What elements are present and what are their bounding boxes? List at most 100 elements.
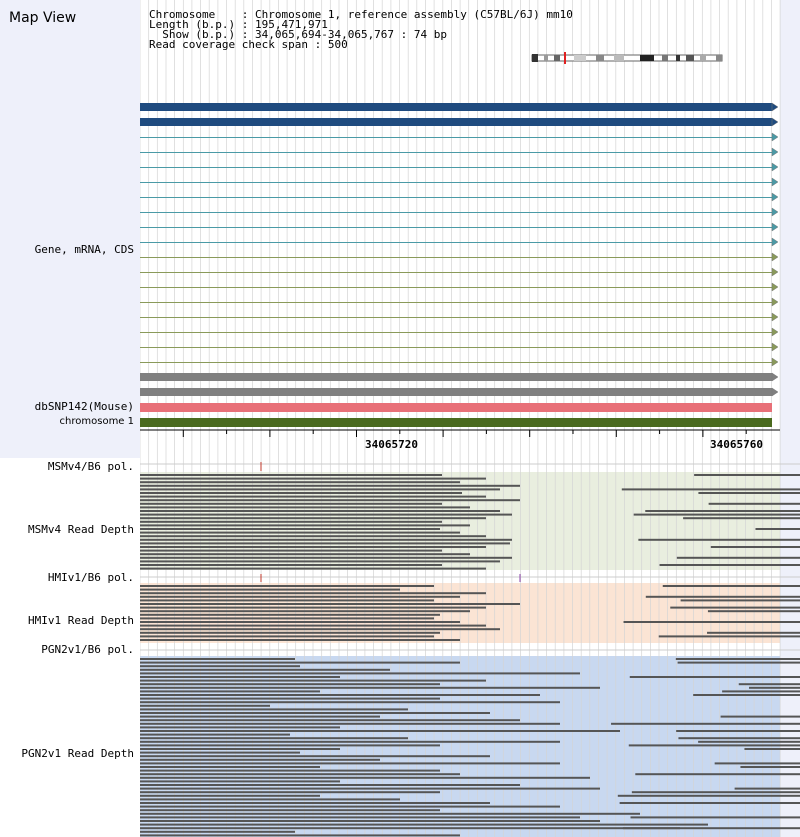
read-alignment [140,791,440,794]
header-info: Chromosome : Chromosome 1, reference ass… [149,8,573,51]
gene-feature [140,137,772,138]
strand-arrow-icon [771,192,779,202]
read-alignment [680,599,800,602]
read-alignment [140,665,300,668]
show-value: : 34,065,694-34,065,767 : 74 bp [241,28,448,41]
gene-feature [140,362,772,363]
strand-arrow-icon [771,372,779,382]
chromosome-ideogram[interactable] [530,52,726,64]
read-alignment [734,787,800,790]
chromosome-bar [140,418,772,427]
read-alignment [140,639,460,641]
read-alignment [714,762,800,765]
read-alignment [140,495,486,498]
read-alignment [140,556,512,559]
read-alignment [140,506,470,509]
ruler-tick-label: 34065760 [710,438,763,451]
read-alignment [140,784,520,786]
length-value: : 195,471,971 [241,18,328,31]
read-alignment [708,502,800,505]
read-alignment [140,595,460,598]
strand-arrow-icon [771,357,779,367]
track-label-msm-depth: MSMv4 Read Depth [28,523,134,536]
read-alignment [140,730,620,732]
read-alignment [140,802,490,804]
read-alignment [140,588,400,591]
read-alignment [140,492,462,494]
read-alignment [140,592,486,595]
strand-arrow-icon [771,117,779,127]
read-alignment [140,617,434,620]
read-alignment [140,715,380,718]
read-alignment [140,524,470,527]
read-alignment [622,827,800,830]
read-alignment [140,628,500,631]
read-alignment [617,794,800,797]
read-alignment [140,686,600,689]
read-alignment [140,776,590,779]
read-alignment [140,567,486,570]
chromosome-value: : Chromosome 1, reference assembly (C57B… [241,8,573,21]
read-alignment [631,791,800,794]
read-coverage-value: : 500 [314,38,348,51]
gene-feature [140,152,772,153]
track-label-pgn-pol: PGN2v1/B6 pol. [41,643,134,656]
read-alignment [611,722,800,725]
read-alignment [710,546,800,548]
read-alignment [140,683,440,686]
read-alignment [140,606,486,609]
read-alignment [140,488,500,491]
read-alignment [740,766,800,768]
read-alignment [140,697,440,700]
track-label-panel-top [0,0,140,458]
track-label-hmi-depth: HMIv1 Read Depth [28,614,134,627]
read-alignment [662,585,800,587]
read-alignment [722,690,800,693]
read-alignment [140,740,560,743]
read-alignment [140,809,440,812]
read-alignment [623,621,800,623]
gene-feature [140,287,772,288]
genome-map[interactable] [140,0,800,837]
read-coverage-label: Read coverage check span [149,38,308,51]
strand-arrow-icon [771,312,779,322]
read-alignment [749,686,800,689]
gene-feature [140,227,772,228]
read-alignment [140,477,486,480]
dbsnp-bar [140,403,772,412]
read-alignment [140,780,340,783]
read-alignment [658,635,800,638]
track-label-dbsnp: dbSNP142(Mouse) [34,400,134,413]
strand-arrow-icon [771,237,779,247]
length-label: Length (b.p.) [149,18,236,31]
read-alignment [140,766,320,768]
gene-feature [140,118,772,126]
read-alignment [140,549,442,552]
read-alignment [629,676,800,678]
track-label-hmi-pol: HMIv1/B6 pol. [47,571,134,584]
read-alignment [633,513,800,516]
read-alignment [140,830,295,833]
read-alignment [140,610,470,613]
strand-arrow-icon [771,387,779,397]
track-label-gene: Gene, mRNA, CDS [34,243,134,256]
strand-arrow-icon [771,252,779,262]
gene-feature [140,302,772,303]
map-canvas[interactable] [140,0,800,837]
read-alignment [140,502,442,505]
read-alignment [670,606,800,609]
read-alignment [140,805,560,808]
read-alignment [659,564,800,566]
read-alignment [140,827,680,830]
read-alignment [140,672,580,675]
read-alignment [707,610,800,613]
read-alignment [140,708,408,711]
read-alignment [140,722,560,725]
read-alignment [140,676,340,678]
read-alignment [140,820,600,822]
gene-feature [140,182,772,183]
read-alignment [140,499,520,502]
read-alignment [140,517,486,520]
gene-feature [140,317,772,318]
read-alignment [720,715,800,718]
